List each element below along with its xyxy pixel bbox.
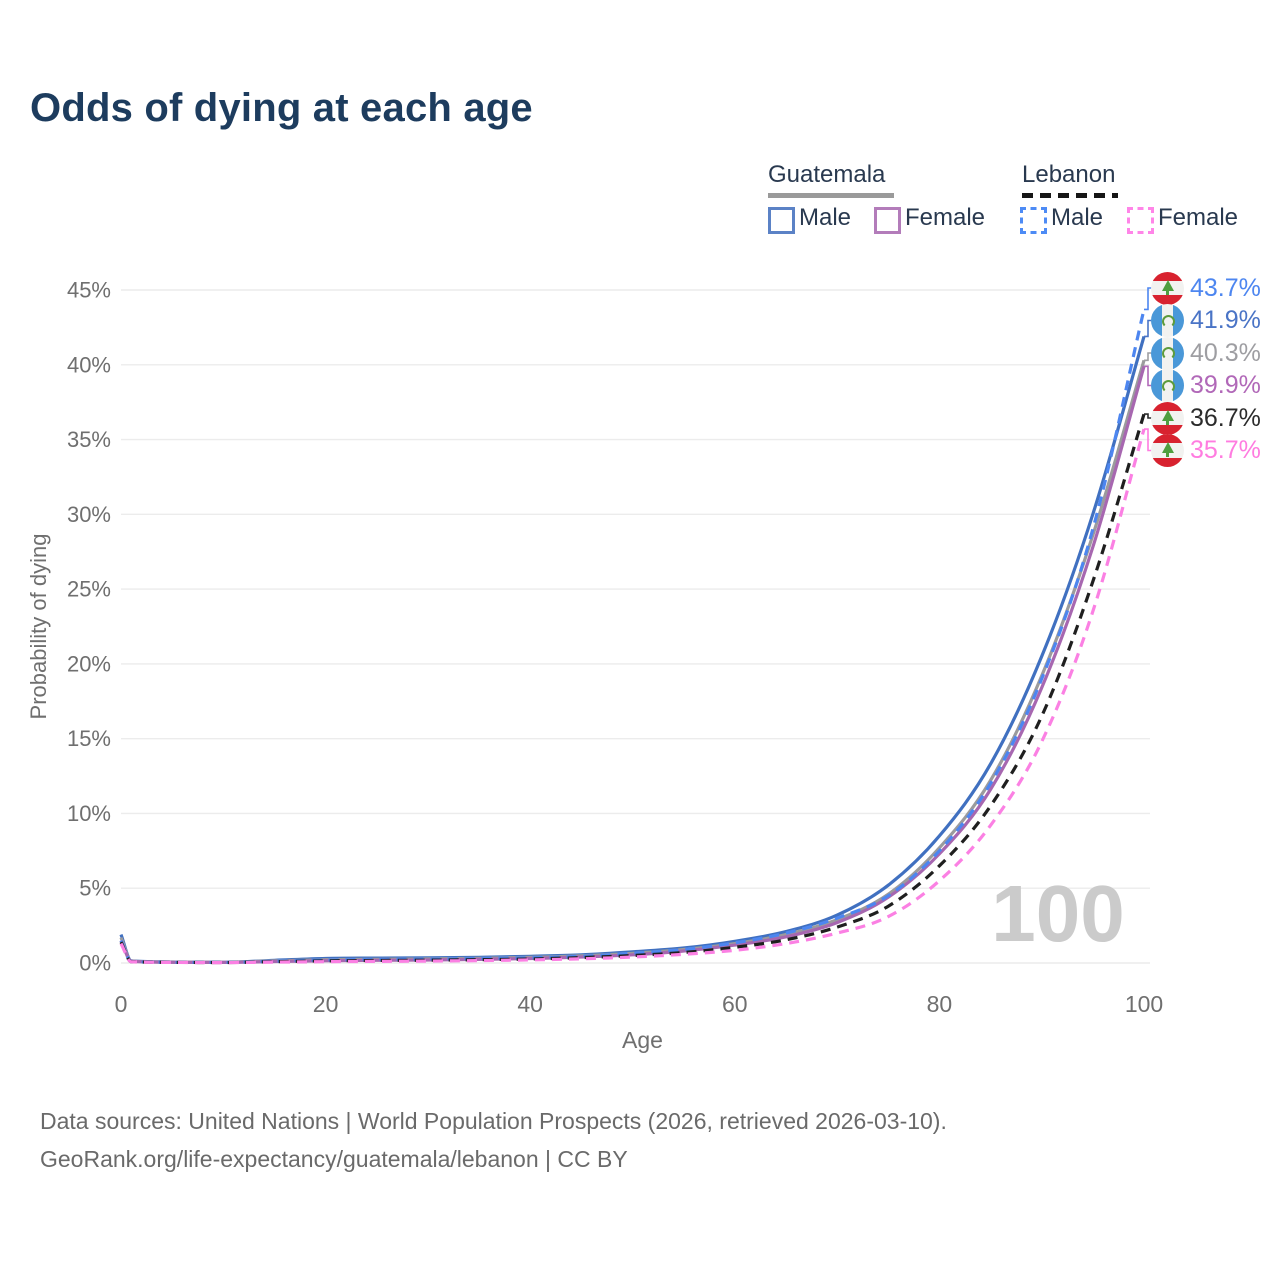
legend-line-sample-lebanon <box>1022 193 1118 198</box>
legend-swatch-lebanon-female[interactable] <box>1127 207 1154 234</box>
legend-label-lebanon-female[interactable]: Female <box>1158 204 1239 231</box>
y-axis-title: Probability of dying <box>26 534 51 720</box>
attribution-link-text[interactable]: GeoRank.org/life-expectancy/guatemala/le… <box>40 1146 628 1172</box>
lebanon-flag-icon <box>1151 271 1184 305</box>
end-label-connector-2 <box>1144 352 1152 362</box>
end-label-guatemala-both-sexes: 40.3% <box>1151 336 1280 370</box>
end-label-value: 39.9% <box>1190 371 1261 399</box>
x-tick-20: 20 <box>313 991 339 1017</box>
end-label-lebanon-male: 43.7% <box>1151 271 1280 305</box>
legend-group-lebanon[interactable]: Lebanon <box>1022 161 1116 188</box>
y-tick-35: 35% <box>67 427 111 452</box>
series-line-lebanon-female[interactable] <box>119 428 1146 965</box>
y-tick-10: 10% <box>67 801 111 826</box>
end-label-value: 43.7% <box>1190 273 1261 302</box>
age-watermark: 100 <box>991 869 1124 958</box>
series-line-lebanon-male[interactable] <box>119 309 1146 964</box>
end-label-guatemala-female: 39.9% <box>1151 369 1280 402</box>
end-label-connector-1 <box>1144 319 1152 338</box>
guatemala-flag-icon <box>1151 369 1184 402</box>
x-axis-title: Age <box>622 1027 663 1053</box>
data-source-text: Data sources: United Nations | World Pop… <box>40 1108 947 1134</box>
lebanon-flag-icon <box>1151 434 1184 467</box>
y-tick-15: 15% <box>67 726 111 751</box>
page-title: Odds of dying at each age <box>30 86 533 130</box>
end-label-value: 40.3% <box>1190 338 1261 367</box>
y-tick-40: 40% <box>67 352 111 377</box>
end-label-value: 36.7% <box>1190 403 1261 432</box>
end-label-connector-5 <box>1144 428 1152 452</box>
end-label-guatemala-male: 41.9% <box>1151 304 1280 337</box>
legend-swatch-lebanon-male[interactable] <box>1020 207 1047 234</box>
legend-label-lebanon-male[interactable]: Male <box>1051 204 1104 231</box>
y-tick-25: 25% <box>67 577 111 602</box>
lebanon-flag-icon <box>1151 401 1184 435</box>
x-tick-80: 80 <box>927 991 953 1017</box>
legend-swatch-guatemala-female[interactable] <box>874 207 901 234</box>
x-tick-60: 60 <box>722 991 748 1017</box>
end-label-connector-3 <box>1144 365 1152 387</box>
y-tick-0: 0% <box>79 951 111 976</box>
x-tick-100: 100 <box>1125 991 1163 1017</box>
end-label-connector-4 <box>1144 413 1152 419</box>
guatemala-flag-icon <box>1151 336 1184 370</box>
x-tick-0: 0 <box>115 991 128 1017</box>
legend-label-guatemala-female[interactable]: Female <box>905 204 986 231</box>
end-label-value: 41.9% <box>1190 306 1261 334</box>
legend-group-guatemala[interactable]: Guatemala <box>768 161 886 188</box>
legend-line-sample-guatemala <box>768 193 894 198</box>
x-tick-40: 40 <box>517 991 543 1017</box>
end-label-connector-0 <box>1144 287 1152 311</box>
end-label-lebanon-both-sexes: 36.7% <box>1151 401 1280 435</box>
end-label-value: 35.7% <box>1190 436 1261 464</box>
y-tick-45: 45% <box>67 278 111 303</box>
y-tick-20: 20% <box>67 651 111 676</box>
end-label-lebanon-female: 35.7% <box>1151 434 1280 467</box>
y-tick-30: 30% <box>67 502 111 527</box>
legend-swatch-guatemala-male[interactable] <box>768 207 795 234</box>
guatemala-flag-icon <box>1151 304 1184 337</box>
y-tick-5: 5% <box>79 876 111 901</box>
legend-label-guatemala-male[interactable]: Male <box>799 204 852 231</box>
